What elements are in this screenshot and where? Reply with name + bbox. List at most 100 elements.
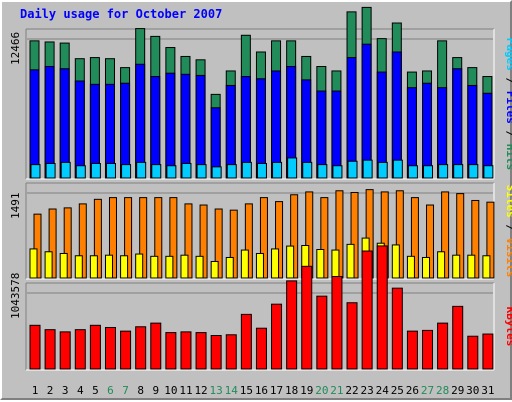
x-tick-day-5: 5 (92, 384, 99, 397)
pages-bar-23 (362, 159, 373, 179)
x-tick-day-29: 29 (451, 384, 464, 397)
sites-bar-3 (59, 252, 68, 279)
x-tick-day-8: 8 (137, 384, 144, 397)
x-tick-day-14: 14 (225, 384, 239, 397)
kbytes-bar-7 (120, 330, 132, 370)
sites-bar-31 (482, 255, 491, 279)
sites-bar-5 (89, 255, 98, 279)
pages-bar-1 (30, 164, 41, 179)
sites-bar-13 (210, 260, 219, 279)
pages-bar-14 (226, 164, 237, 179)
files-bar-9 (150, 76, 161, 179)
kbytes-bar-13 (210, 334, 222, 370)
kbytes-bar-21 (331, 276, 343, 370)
files-bar-10 (165, 72, 176, 179)
files-bar-1 (29, 69, 40, 179)
x-tick-day-11: 11 (179, 384, 192, 397)
files-bar-3 (59, 68, 70, 179)
x-tick-day-18: 18 (285, 384, 298, 397)
pages-bar-26 (407, 165, 418, 179)
kbytes-bar-22 (346, 302, 358, 370)
kbytes-bar-20 (316, 295, 328, 370)
pages-bar-13 (211, 166, 222, 179)
side-label-visits: Visits (504, 238, 512, 278)
panel-hits_files_pages-side-label: Pages / Files / Hits (504, 38, 512, 171)
sites-bar-27 (422, 256, 431, 279)
x-tick-day-21: 21 (330, 384, 343, 397)
kbytes-bar-31 (482, 333, 494, 370)
x-tick-day-9: 9 (152, 384, 159, 397)
files-bar-29 (452, 68, 463, 179)
sites-bar-1 (29, 248, 38, 279)
pages-bar-15 (241, 161, 252, 179)
side-label-files: Files (504, 91, 512, 124)
pages-bar-21 (332, 165, 343, 179)
side-label-sites: Sites (504, 185, 512, 218)
sites-bar-16 (255, 252, 264, 279)
sites-bar-9 (150, 255, 159, 279)
kbytes-bar-28 (437, 322, 449, 370)
kbytes-bar-26 (406, 330, 418, 370)
pages-bar-10 (166, 165, 177, 179)
pages-bar-29 (453, 164, 464, 179)
x-tick-day-16: 16 (255, 384, 268, 397)
x-tick-day-19: 19 (300, 384, 313, 397)
x-tick-day-17: 17 (270, 384, 283, 397)
kbytes-bar-24 (376, 245, 388, 370)
side-label-pages: Pages (504, 38, 512, 71)
x-tick-day-1: 1 (32, 384, 39, 397)
sites-bar-7 (120, 255, 129, 279)
kbytes-bar-18 (286, 280, 298, 370)
x-tick-day-7: 7 (122, 384, 129, 397)
pages-bar-4 (75, 165, 86, 179)
kbytes-bar-1 (29, 324, 41, 370)
side-label-hits: Hits (504, 144, 512, 171)
files-bar-12 (195, 74, 206, 179)
kbytes-bar-11 (180, 331, 192, 370)
sites-bar-10 (165, 255, 174, 279)
kbytes-bar-29 (452, 305, 464, 370)
pages-bar-24 (377, 161, 388, 179)
sites-bar-21 (331, 249, 340, 279)
pages-bar-5 (90, 163, 101, 179)
kbytes-bar-2 (44, 329, 56, 370)
files-bar-26 (406, 87, 417, 179)
sites-bar-20 (316, 248, 325, 279)
x-tick-day-20: 20 (315, 384, 328, 397)
side-label-separator: / (504, 124, 512, 144)
pages-bar-18 (287, 157, 298, 179)
sites-bar-14 (225, 256, 234, 279)
files-bar-2 (44, 65, 55, 179)
x-tick-day-25: 25 (391, 384, 404, 397)
pages-bar-7 (121, 164, 132, 179)
files-bar-22 (346, 57, 357, 179)
sites-bar-26 (406, 255, 415, 279)
kbytes-bar-25 (391, 287, 403, 370)
sites-bar-6 (104, 254, 113, 279)
files-bar-11 (180, 73, 191, 179)
side-label-separator: / (504, 71, 512, 91)
x-tick-day-24: 24 (376, 384, 390, 397)
sites-bar-12 (195, 255, 204, 279)
pages-bar-12 (196, 164, 207, 179)
sites-bar-8 (135, 253, 144, 279)
pages-bar-25 (392, 159, 403, 179)
sites-bar-22 (346, 243, 355, 279)
kbytes-bar-4 (74, 329, 86, 370)
pages-bar-20 (317, 164, 328, 179)
kbytes-bar-12 (195, 332, 207, 370)
x-tick-day-15: 15 (240, 384, 253, 397)
files-bar-25 (391, 51, 402, 179)
kbytes-bar-5 (89, 324, 101, 370)
panel-kbytes-side-label: KBytes (504, 307, 512, 347)
pages-bar-11 (181, 163, 192, 179)
x-tick-day-10: 10 (164, 384, 177, 397)
kbytes-bar-16 (255, 327, 267, 370)
x-tick-day-23: 23 (361, 384, 374, 397)
pages-bar-30 (468, 164, 479, 179)
pages-bar-6 (105, 163, 116, 179)
files-bar-23 (361, 43, 372, 179)
files-bar-4 (74, 80, 85, 179)
